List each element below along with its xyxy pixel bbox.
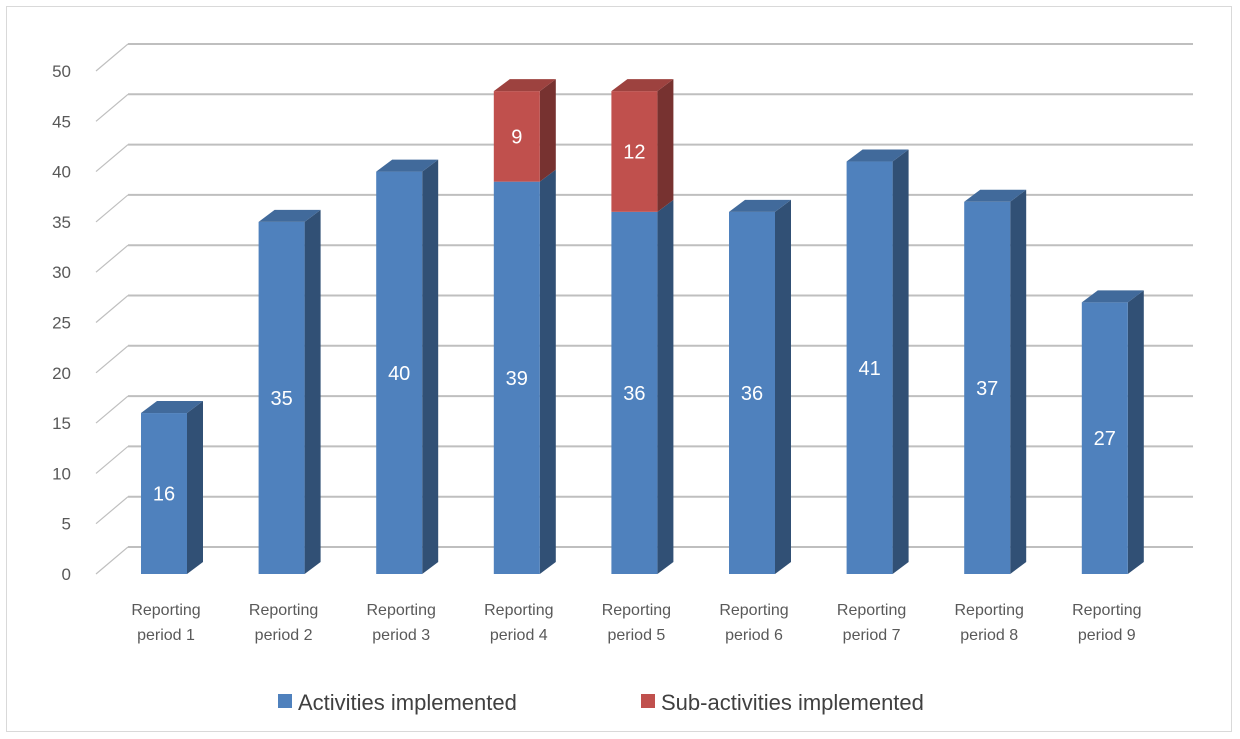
gridline-side (95, 194, 129, 223)
bar-top (141, 401, 203, 414)
legend-label: Activities implemented (298, 690, 517, 715)
bar-side (657, 79, 674, 212)
data-label: 36 (741, 383, 763, 405)
bar-top (493, 79, 556, 92)
legend-label: Sub-activities implemented (661, 690, 924, 715)
data-label: 39 (506, 368, 528, 390)
bar-side (1010, 189, 1027, 574)
data-label: 40 (388, 363, 410, 385)
bar-side (657, 199, 674, 574)
gridline-side (95, 244, 129, 273)
bar (258, 221, 305, 574)
x-tick-label: Reporting period 6 (719, 602, 788, 644)
gridline-side (95, 395, 129, 424)
bar-top (376, 159, 439, 172)
x-tick-label: Reporting period 8 (955, 602, 1024, 644)
bars: 16 35 40 39 9 36 12 36 41 37 27 (141, 79, 1144, 575)
bar-side (187, 401, 203, 574)
bar-top (258, 209, 321, 222)
legend-swatch (278, 694, 292, 708)
data-label: 41 (858, 358, 880, 380)
gridline-side (95, 93, 129, 122)
x-tick-label: Reporting period 1 (131, 602, 200, 644)
gridline-side (95, 345, 129, 374)
data-label: 12 (623, 141, 645, 163)
y-tick-label: 25 (52, 314, 71, 333)
chart-frame: 0 5 10 15 20 25 30 35 40 45 50 16 35 40 39 9 36 12 36 41 37… (6, 6, 1232, 732)
bar (1081, 302, 1128, 574)
y-tick-label: 5 (62, 515, 71, 534)
bar-side (1127, 290, 1144, 574)
bar-side (775, 199, 791, 574)
data-label: 36 (623, 383, 645, 405)
gridline-side (95, 43, 129, 72)
x-tick-label: Reporting period 4 (484, 602, 553, 644)
y-tick-label: 15 (52, 414, 71, 433)
y-axis: 0 5 10 15 20 25 30 35 40 45 50 (52, 62, 71, 584)
bar (493, 181, 540, 574)
bar-side (422, 159, 439, 574)
x-axis: Reporting period 1 Reporting period 2 Report… (131, 602, 1141, 644)
bar (611, 91, 658, 212)
bar-chart: 0 5 10 15 20 25 30 35 40 45 50 16 35 40 39 9 36 12 36 41 37… (52, 43, 1193, 715)
data-label: 35 (270, 388, 292, 410)
data-label: 16 (153, 484, 175, 506)
y-tick-label: 35 (52, 213, 71, 232)
y-tick-label: 45 (52, 112, 71, 131)
data-label: 37 (976, 378, 998, 400)
bar-top (611, 79, 674, 92)
y-tick-label: 20 (52, 364, 71, 383)
bar (729, 211, 775, 574)
bar (964, 201, 1011, 574)
bar-side (304, 209, 321, 574)
x-tick-label: Reporting period 3 (367, 602, 436, 644)
bar-top (964, 189, 1027, 202)
data-label: 27 (1094, 428, 1116, 450)
bar (846, 161, 893, 575)
bar-side (539, 79, 556, 182)
bar-side (892, 149, 909, 575)
y-tick-label: 30 (52, 263, 71, 282)
bar-top (846, 149, 909, 162)
legend-swatch (641, 694, 655, 708)
y-tick-label: 40 (52, 163, 71, 182)
bar-top (1081, 290, 1144, 303)
bar (141, 413, 187, 574)
gridline-side (95, 546, 129, 575)
y-tick-label: 50 (52, 62, 71, 81)
y-tick-label: 10 (52, 464, 71, 483)
x-tick-label: Reporting period 5 (602, 602, 671, 644)
data-label: 9 (511, 126, 522, 148)
gridline-side (95, 144, 129, 173)
x-tick-label: Reporting period 9 (1072, 602, 1141, 644)
gridline-side (95, 445, 129, 474)
bar (493, 91, 540, 182)
legend: Activities implemented Sub-activities imp… (278, 690, 924, 715)
x-tick-label: Reporting period 2 (249, 602, 318, 644)
y-tick-label: 0 (62, 565, 71, 584)
bar-top (729, 199, 791, 212)
gridline-side (95, 295, 129, 323)
x-tick-label: Reporting period 7 (837, 602, 906, 644)
bar-side (539, 169, 556, 574)
bar (376, 171, 423, 574)
gridline-side (95, 496, 129, 525)
bar (611, 211, 658, 574)
